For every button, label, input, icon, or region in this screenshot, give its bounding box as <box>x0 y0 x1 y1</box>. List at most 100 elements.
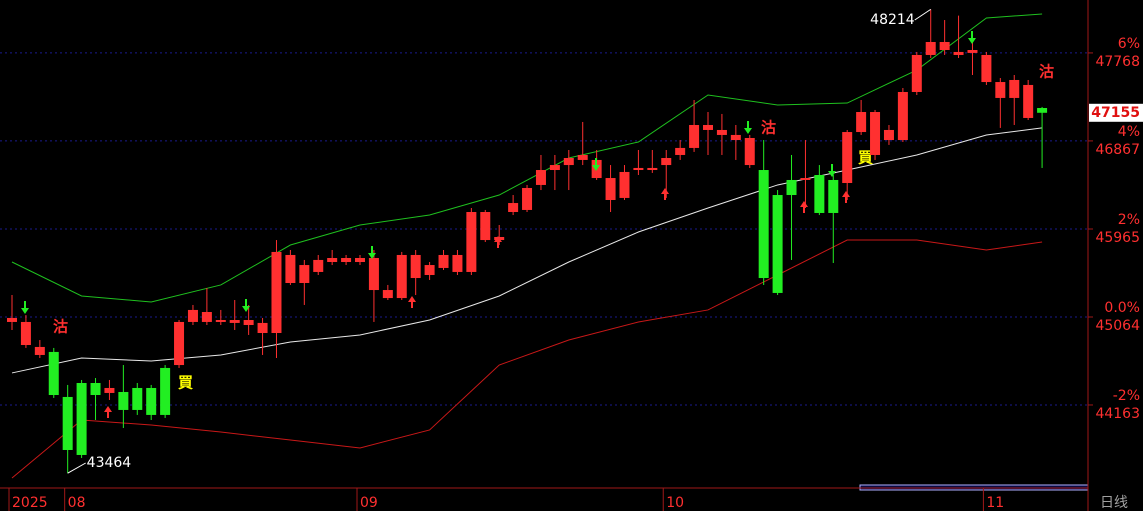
candle-body <box>1009 79 1020 98</box>
candle-body <box>341 258 352 263</box>
candle-body <box>800 178 811 180</box>
candle-body <box>508 203 519 213</box>
buy-arrow <box>800 201 808 213</box>
candle-body <box>842 132 853 184</box>
sell-arrow <box>828 164 836 177</box>
buy-arrow <box>104 406 112 418</box>
candle-body <box>271 251 282 333</box>
candle-body <box>20 321 31 346</box>
candle-body <box>744 137 755 166</box>
candle-body <box>549 165 560 171</box>
candle-body <box>730 134 741 141</box>
signal-label: 沽 <box>53 318 68 336</box>
candle-body <box>201 312 212 322</box>
y2-tick-label: 44163 <box>1095 406 1140 422</box>
y-tick-label: -2% <box>1113 388 1140 404</box>
candle-body <box>1023 84 1034 118</box>
candle-body <box>897 91 908 141</box>
candle-body <box>689 124 700 148</box>
candle-body <box>981 54 992 83</box>
candle-body <box>382 290 393 299</box>
x-tick-label: 11 <box>986 495 1004 511</box>
candle-body <box>577 154 588 160</box>
candle-body <box>355 258 365 263</box>
y2-tick-label: 45064 <box>1095 318 1140 334</box>
y-tick-label: 6% <box>1118 36 1140 52</box>
candle-body <box>146 387 157 415</box>
buy-arrow <box>494 236 502 248</box>
candle-body <box>535 170 546 185</box>
band-line <box>11 13 1043 303</box>
candle-body <box>716 129 727 135</box>
low-label: 43464 <box>87 455 132 471</box>
x-tick-label: 10 <box>666 495 684 511</box>
candle-body <box>313 259 324 272</box>
candle-body <box>647 167 658 171</box>
candle-body <box>243 320 254 325</box>
band-line <box>11 239 1043 479</box>
x-tick-label: 08 <box>68 495 86 511</box>
candle-body <box>257 322 268 333</box>
buy-arrow <box>408 296 416 308</box>
sell-arrow <box>242 299 250 312</box>
candle-body <box>814 174 825 213</box>
leader <box>67 462 86 474</box>
candle-body <box>160 367 171 415</box>
y2-tick-label: 47768 <box>1095 54 1140 70</box>
current-price: 47155 <box>1091 105 1140 121</box>
candle-body <box>410 254 421 279</box>
candle-body <box>452 254 463 272</box>
sell-arrow <box>21 301 29 314</box>
candle-body <box>104 387 115 393</box>
candle-body <box>939 41 950 50</box>
candle-body <box>563 158 574 166</box>
candle-body <box>118 391 129 410</box>
signal-label: 買 <box>858 149 873 167</box>
y2-tick-label: 46867 <box>1095 142 1140 158</box>
candle-body <box>870 112 881 155</box>
candle-body <box>368 258 379 291</box>
high-label: 48214 <box>870 12 915 28</box>
candle-body <box>480 212 491 241</box>
signal-label: 沽 <box>1039 63 1054 81</box>
candle-body <box>661 158 672 166</box>
y-tick-label: 0.0% <box>1104 300 1140 316</box>
band-line <box>11 127 1043 374</box>
buy-arrow <box>842 191 850 203</box>
candle-body <box>633 167 644 171</box>
candle-body <box>90 382 101 396</box>
candle-body <box>703 124 713 130</box>
leader <box>914 8 931 21</box>
signal-label: 買 <box>178 374 193 392</box>
sell-arrow <box>368 246 376 259</box>
current-price-box <box>1089 103 1143 122</box>
y-tick-label: 2% <box>1118 212 1140 228</box>
period-label: 日线 <box>1100 495 1128 511</box>
candle-body <box>132 387 143 410</box>
candle-body <box>828 179 839 213</box>
x-tick-label: 2025 <box>12 495 48 511</box>
candle-body <box>48 351 59 396</box>
candle-body <box>424 265 435 275</box>
y2-tick-label: 45965 <box>1095 230 1140 246</box>
candle-body <box>911 54 922 92</box>
plot: 6% 4% 2% 0.0% -2% 47768 46867 45965 45064 44163 20… <box>0 8 1143 511</box>
candle-body <box>229 320 240 323</box>
candle-body <box>995 82 1006 98</box>
candle-body <box>466 212 477 272</box>
sell-arrow <box>592 158 600 171</box>
candle-body <box>174 321 185 366</box>
candle-body <box>675 147 686 155</box>
candle-body <box>619 171 630 198</box>
buy-arrow <box>661 188 669 200</box>
x-tick-label: 09 <box>360 495 378 511</box>
signal-label: 沽 <box>761 119 776 137</box>
candle-body <box>605 178 616 200</box>
candle-body <box>522 187 533 210</box>
sell-arrow <box>968 31 976 44</box>
candle-body <box>327 258 338 263</box>
candle-body <box>953 51 964 55</box>
candle-body <box>7 317 17 322</box>
candle-body <box>285 254 296 284</box>
